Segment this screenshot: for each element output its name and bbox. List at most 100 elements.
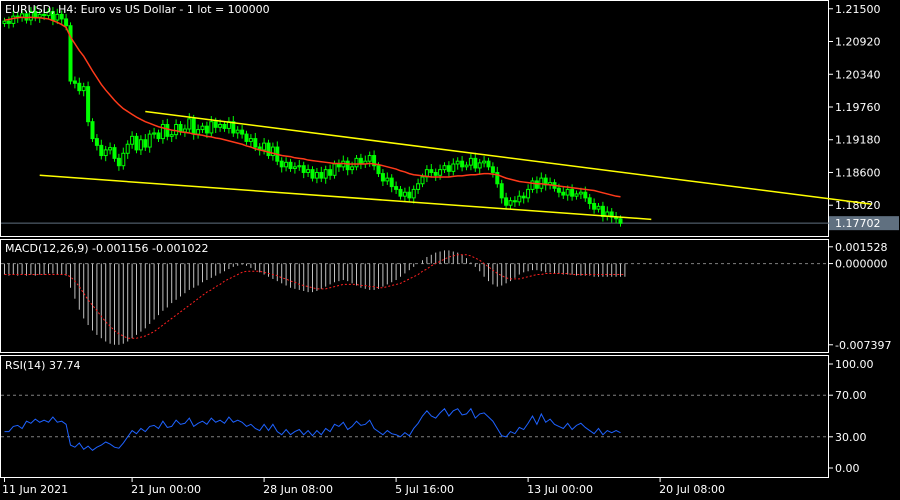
- candle-body: [398, 188, 403, 197]
- main-price-panel[interactable]: 1.21500 1.20920 1.20340 1.19760 1.19180 1.186…: [1, 3, 899, 231]
- candle-body: [209, 121, 214, 134]
- candle-body: [372, 155, 377, 167]
- candle-body: [596, 205, 601, 210]
- candle-body: [618, 218, 623, 224]
- candle-body: [587, 197, 592, 205]
- trendline: [145, 110, 872, 205]
- candle-body: [592, 203, 597, 210]
- candle-body: [354, 157, 359, 168]
- candle-body: [253, 138, 258, 148]
- rsi-panel[interactable]: 100.00 70.00 30.00 0.00: [1, 358, 874, 475]
- candle-body: [407, 191, 412, 199]
- candle-body: [292, 166, 297, 170]
- candle-body: [116, 157, 121, 167]
- candle-body: [165, 123, 170, 137]
- candle-body: [499, 183, 504, 199]
- candle-body: [77, 82, 82, 92]
- current-price-label: 1.17702: [835, 217, 881, 230]
- candle-body: [174, 123, 179, 136]
- time-tick-label: 5 Jul 16:00: [395, 483, 454, 496]
- candle-body: [367, 155, 372, 162]
- candle-body: [530, 180, 535, 190]
- candle-body: [72, 80, 77, 84]
- candle-body: [336, 163, 341, 168]
- candle-body: [182, 128, 187, 133]
- candle-body: [28, 11, 33, 21]
- candle-body: [517, 195, 522, 203]
- candle-body: [358, 157, 363, 165]
- candle-body: [389, 177, 394, 188]
- candle-body: [169, 134, 174, 137]
- price-tick-label: 1.19760: [835, 101, 881, 114]
- candle-body: [191, 118, 196, 135]
- candle-body: [402, 191, 407, 197]
- candle-body: [328, 169, 333, 176]
- candle-body: [138, 139, 143, 151]
- candle-body: [284, 161, 289, 168]
- candle-body: [86, 86, 91, 123]
- candle-body: [143, 139, 148, 148]
- candle-body: [81, 86, 86, 92]
- candle-body: [332, 163, 337, 176]
- candle-body: [565, 188, 570, 196]
- candle-body: [108, 147, 113, 151]
- candle-body: [385, 177, 390, 182]
- candle-body: [460, 160, 465, 168]
- price-tick-label: 1.20340: [835, 68, 881, 81]
- candle-body: [222, 123, 227, 129]
- candle-body: [231, 121, 236, 134]
- candle-body: [310, 169, 315, 179]
- candle-body: [134, 135, 139, 151]
- candle-body: [200, 125, 205, 131]
- candle-body: [323, 169, 328, 179]
- candle-body: [178, 123, 183, 133]
- candle-body: [314, 171, 319, 179]
- candle-body: [94, 138, 99, 146]
- current-price-marker: [829, 216, 899, 231]
- candle-body: [125, 143, 130, 154]
- candle-body: [561, 191, 566, 196]
- candle-body: [297, 165, 302, 168]
- rsi-tick-label: 100.00: [835, 358, 874, 371]
- candle-body: [147, 133, 152, 148]
- macd-tick-label: -0.007397: [835, 339, 891, 352]
- candle-body: [451, 163, 456, 172]
- candle-body: [526, 188, 531, 199]
- candle-body: [473, 157, 478, 169]
- candle-body: [90, 121, 95, 140]
- candle-body: [468, 157, 473, 166]
- rsi-panel-frame: [0, 355, 829, 478]
- macd-panel-frame: [0, 239, 829, 353]
- trendline: [39, 174, 652, 221]
- candle-body: [204, 125, 209, 134]
- candle-body: [279, 160, 284, 168]
- candle-body: [248, 138, 253, 142]
- candle-body: [187, 118, 192, 130]
- candle-body: [464, 164, 469, 168]
- candle-body: [350, 166, 355, 171]
- candle-body: [46, 11, 51, 17]
- candle-body: [55, 13, 60, 21]
- macd-tick-label: 0.001528: [835, 241, 888, 254]
- rsi-tick-label: 70.00: [835, 389, 867, 402]
- time-tick-label: 28 Jun 08:00: [263, 483, 333, 496]
- moving-average-line: [4, 16, 621, 198]
- candle-body: [446, 165, 451, 172]
- candle-body: [438, 169, 443, 176]
- time-tick-label: 20 Jul 08:00: [659, 483, 725, 496]
- macd-tick-label: 0.000000: [835, 258, 888, 271]
- candle-body: [504, 197, 509, 206]
- macd-panel[interactable]: 0.001528 0.000000 -0.007397: [1, 241, 891, 352]
- candle-body: [521, 195, 526, 199]
- candle-body: [380, 173, 385, 182]
- candle-body: [345, 160, 350, 171]
- time-axis: 11 Jun 2021 21 Jun 00:00 28 Jun 08:00 5 Jul…: [2, 478, 725, 496]
- candle-body: [11, 15, 16, 24]
- candle-body: [288, 161, 293, 170]
- time-tick-label: 11 Jun 2021: [2, 483, 68, 496]
- rsi-tick-label: 30.00: [835, 431, 867, 444]
- candle-body: [99, 144, 104, 157]
- candle-body: [556, 187, 561, 193]
- rsi-tick-label: 0.00: [835, 462, 860, 475]
